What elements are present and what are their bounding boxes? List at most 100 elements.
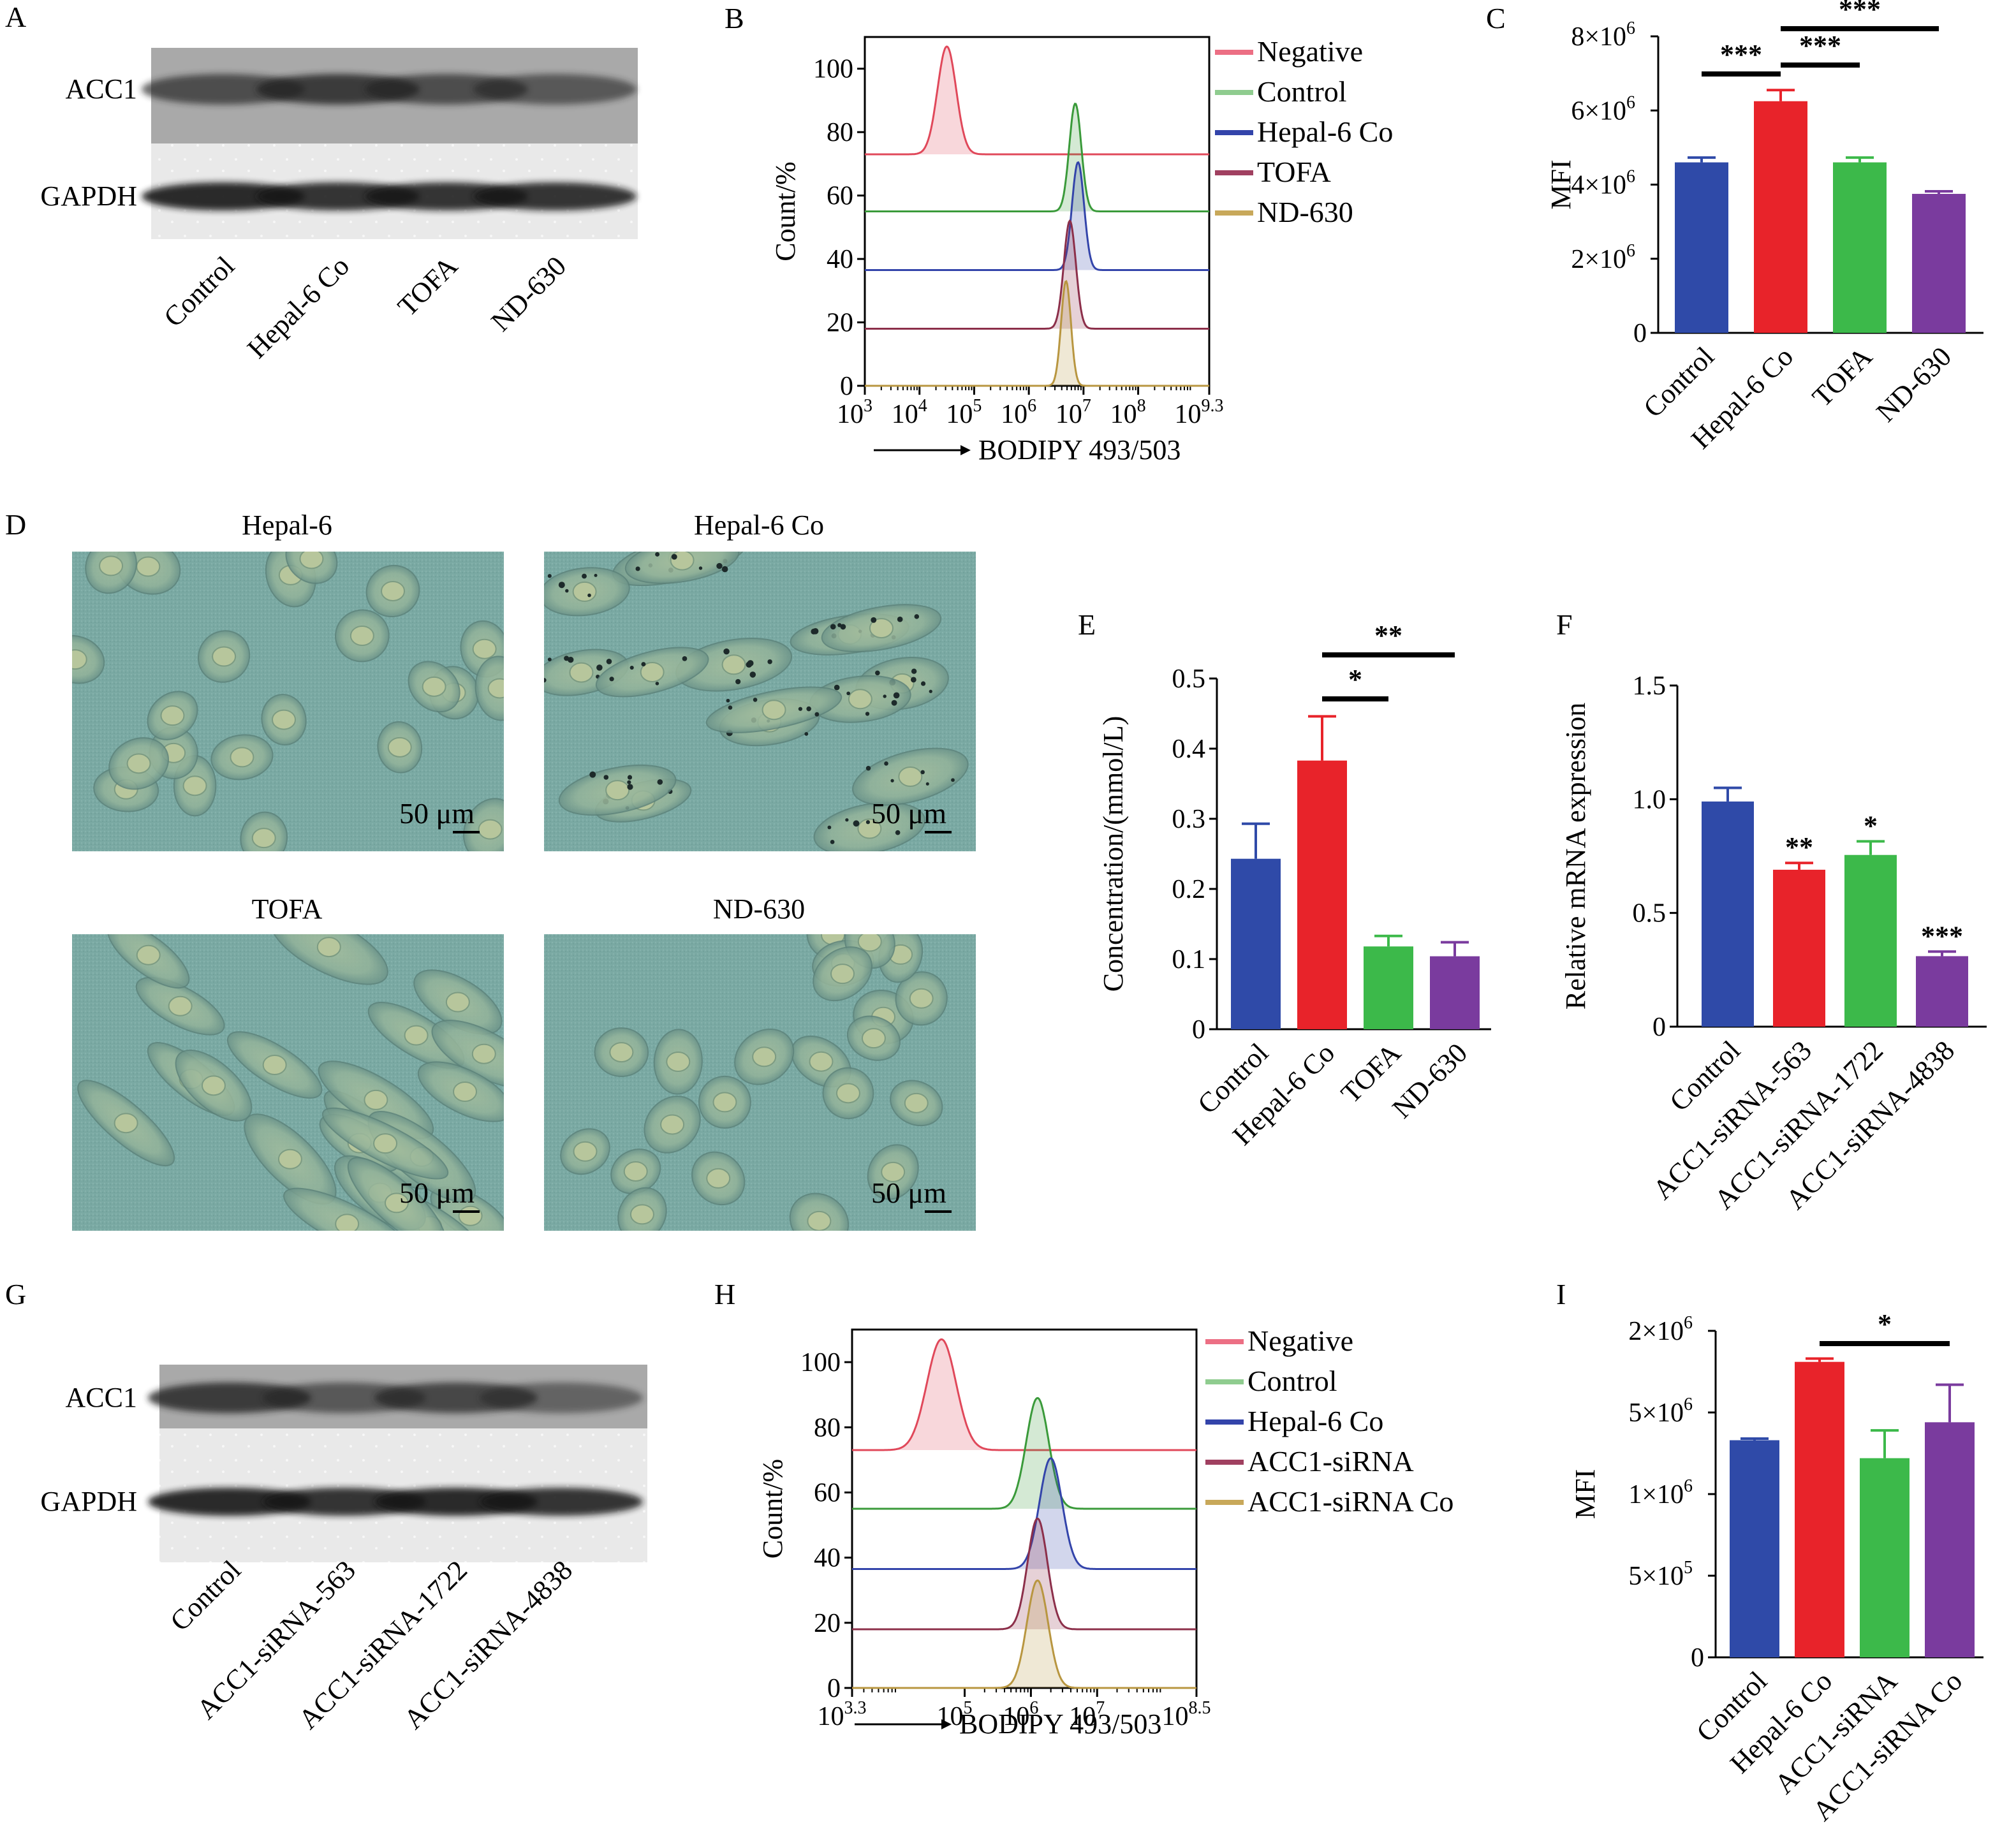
cell-nucleus: [830, 964, 855, 985]
legend-label: Hepal-6 Co: [1247, 1405, 1383, 1437]
histogram-line: [865, 161, 1209, 271]
significance-label: ***: [1720, 39, 1762, 70]
y-tick-label: 0: [1652, 1013, 1666, 1042]
y-tick-label-base: 0.5: [1633, 899, 1667, 928]
histogram-fill: [852, 1580, 1196, 1688]
cell-nucleus: [387, 737, 412, 758]
cell-nucleus: [640, 661, 665, 682]
lipid-droplet: [723, 648, 730, 655]
lipid-droplet: [627, 780, 631, 784]
cell-nucleus: [762, 700, 786, 721]
lipid-droplet: [883, 694, 887, 698]
cell-nucleus: [909, 988, 934, 1009]
bar: [1860, 1458, 1910, 1657]
lipid-droplet: [920, 681, 926, 686]
y-tick-label-base: 1.5: [1633, 671, 1667, 701]
lipid-droplet: [682, 656, 688, 661]
cell-nucleus: [869, 618, 894, 639]
lipid-droplet: [893, 692, 900, 699]
cell-nucleus: [712, 1092, 737, 1113]
lipid-droplet: [840, 624, 846, 630]
cell-nucleus: [572, 581, 597, 602]
y-tick-label-base: 0: [1691, 1643, 1704, 1673]
y-tick-label: 0.2: [1172, 875, 1206, 904]
lipid-droplet: [806, 706, 811, 712]
acc1-band: [480, 1382, 643, 1413]
lipid-droplet: [728, 705, 733, 710]
legend-label: TOFA: [1257, 156, 1331, 188]
significance-label: ***: [1839, 0, 1881, 25]
lipid-droplet: [747, 660, 754, 666]
bar: [1916, 956, 1968, 1027]
lipid-droplet: [830, 840, 835, 844]
cell-nucleus: [857, 934, 882, 952]
micrograph-3: 50 μm: [544, 934, 976, 1231]
x-tick-label-exp: 6: [1027, 396, 1036, 416]
cell-nucleus: [898, 766, 923, 787]
lipid-droplet: [558, 582, 565, 589]
legend-label: ND-630: [1257, 196, 1353, 228]
micrograph-title: Hepal-6: [242, 510, 332, 541]
cell-nucleus: [445, 992, 470, 1013]
lipid-droplet: [830, 624, 836, 630]
legend-label: Negative: [1257, 35, 1363, 68]
x-tick-label: TOFA: [1806, 341, 1878, 413]
micrograph-1: 50 μm: [544, 546, 976, 851]
bar: [1702, 801, 1754, 1027]
y-tick-label: 5×105: [1628, 1558, 1693, 1591]
histogram-fill: [865, 281, 1209, 386]
y-tick-label-base: 0: [1652, 1013, 1666, 1042]
y-tick-label-base: 8×10: [1571, 22, 1626, 52]
scale-bar-label: 50 μm: [399, 1177, 475, 1209]
x-tick-label: 103.3: [818, 1698, 867, 1731]
y-tick-label: 0: [1192, 1015, 1205, 1045]
x-tick-label-base: 10: [1069, 1702, 1096, 1731]
x-tick-label: ND-630: [1870, 341, 1957, 428]
x-tick-label: 108.5: [1162, 1698, 1211, 1731]
y-tick-label: 0: [840, 372, 853, 401]
cell-nucleus: [335, 1214, 360, 1231]
y-tick-label: 40: [814, 1544, 841, 1573]
y-axis-label: MFI: [1570, 1469, 1601, 1519]
x-tick-label: 106: [1001, 396, 1036, 429]
cell-nucleus: [350, 625, 374, 646]
x-tick-label-exp: 3: [864, 396, 872, 416]
lipid-droplet: [834, 684, 840, 691]
y-tick-label: 80: [814, 1413, 841, 1442]
histogram-line: [865, 103, 1209, 212]
x-tick-label-base: 10: [937, 1702, 964, 1731]
cell-nucleus: [623, 1161, 648, 1182]
micrograph-2: 50 μm: [72, 934, 504, 1231]
bar: [1795, 1361, 1844, 1657]
lipid-droplet: [865, 820, 871, 825]
lipid-droplet: [865, 765, 871, 771]
panel-label-B: B: [725, 2, 744, 34]
y-tick-label-base: 5×10: [1628, 1562, 1684, 1591]
y-tick-label-exp: 5: [1684, 1558, 1693, 1578]
cell-nucleus: [478, 819, 503, 840]
x-tick-label: 107: [1069, 1698, 1105, 1731]
histogram-line: [852, 1579, 1196, 1689]
y-tick-label: 2×106: [1628, 1313, 1693, 1346]
legend-label: ACC1-siRNA: [1247, 1445, 1414, 1478]
scale-bar-label: 50 μm: [871, 797, 946, 830]
panel-label-D: D: [5, 508, 26, 541]
cell-nucleus: [487, 678, 504, 699]
micrograph-title: TOFA: [252, 893, 323, 925]
y-tick-label-base: 4×10: [1571, 171, 1626, 200]
histogram-line: [852, 1338, 1196, 1451]
y-tick-label-base: 0.5: [1172, 664, 1206, 694]
scale-bar-label: 50 μm: [871, 1177, 946, 1209]
lipid-droplet: [897, 616, 903, 622]
y-tick-label: 60: [814, 1478, 841, 1507]
x-tick-label: 108: [1110, 396, 1146, 429]
lipid-droplet: [714, 546, 719, 550]
y-tick-label: 100: [813, 55, 853, 84]
y-tick-label: 1.5: [1633, 671, 1667, 701]
cell-nucleus: [881, 1161, 906, 1182]
x-tick-label-base: 10: [837, 400, 864, 429]
lipid-droplet: [911, 668, 917, 674]
